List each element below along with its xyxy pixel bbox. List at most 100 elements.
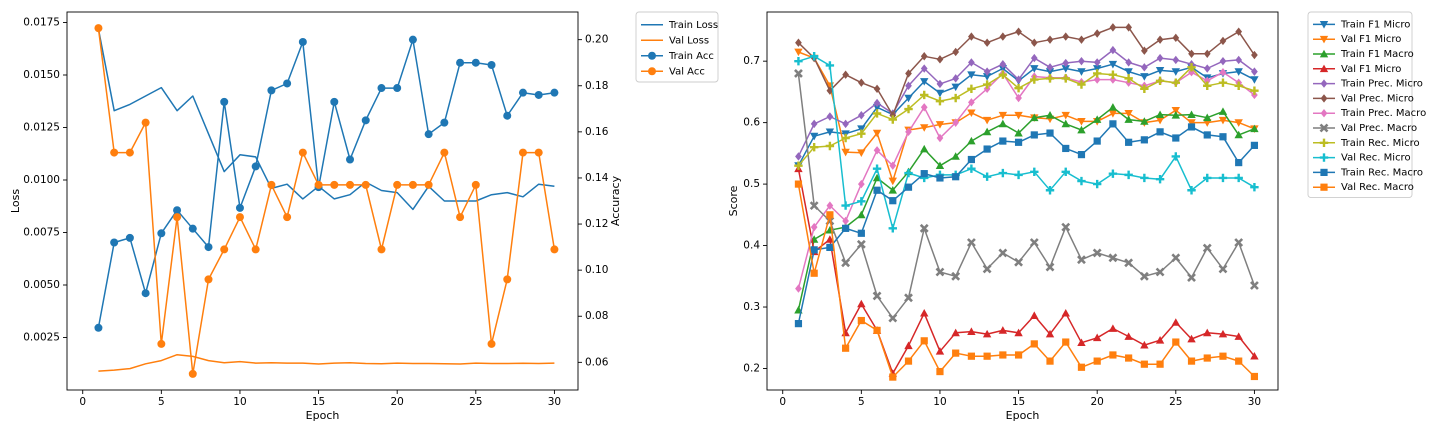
data-point [1029, 238, 1039, 247]
data-point [1234, 173, 1243, 183]
data-point [1093, 137, 1101, 145]
data-point [1203, 64, 1211, 73]
data-point [408, 35, 417, 44]
data-point [936, 55, 944, 64]
data-point [1155, 336, 1165, 344]
data-point [809, 201, 819, 211]
series-line [797, 26, 1256, 117]
data-point [94, 323, 103, 332]
data-point [1203, 113, 1212, 122]
data-point [841, 328, 850, 337]
data-point [1030, 113, 1039, 122]
series-line [797, 123, 1255, 324]
data-point [314, 180, 323, 189]
data-point [1140, 136, 1148, 144]
data-point [1124, 74, 1133, 83]
data-point [1077, 338, 1086, 347]
legend-label: Val Prec. Macro [1341, 123, 1417, 134]
data-point [872, 164, 882, 173]
y2-tick-label: 0.18 [585, 80, 608, 92]
data-point [1030, 167, 1039, 177]
data-point [1250, 76, 1259, 84]
data-point [1202, 243, 1212, 253]
data-point [1093, 58, 1101, 67]
legend-marker [648, 67, 656, 76]
data-point [424, 180, 433, 189]
data-point [267, 86, 276, 95]
data-point [1124, 115, 1133, 123]
data-point [1125, 78, 1132, 87]
data-point [1140, 46, 1148, 55]
data-point [936, 79, 944, 89]
data-point [1030, 65, 1039, 73]
series-line [797, 106, 1255, 311]
data-point [1140, 63, 1148, 72]
data-point [1155, 67, 1165, 75]
data-point [1030, 38, 1038, 47]
data-point [1251, 67, 1258, 76]
data-point [487, 339, 496, 348]
data-point [966, 238, 976, 247]
data-point [794, 48, 803, 57]
data-point [1203, 49, 1211, 58]
data-point [1078, 56, 1085, 66]
data-point [920, 52, 928, 61]
data-point [550, 88, 559, 97]
y-tick-label: 0.0050 [23, 279, 60, 291]
data-point [857, 210, 866, 219]
data-point [267, 180, 276, 189]
data-point [1092, 115, 1102, 123]
data-point [1235, 158, 1243, 167]
data-point [904, 293, 913, 303]
data-point [920, 64, 928, 73]
data-point [1108, 60, 1118, 69]
data-point [456, 213, 465, 222]
data-point [842, 224, 850, 232]
x-axis-label: Epoch [1006, 409, 1040, 422]
x-tick-label: 5 [858, 396, 865, 408]
data-point [1014, 138, 1023, 146]
data-point [1250, 182, 1259, 192]
data-point [1188, 68, 1195, 77]
data-point [825, 235, 835, 243]
data-point [1062, 32, 1070, 41]
data-point [952, 118, 960, 127]
x-tick-label: 25 [469, 396, 482, 408]
data-point [794, 69, 803, 78]
data-point [919, 223, 929, 233]
data-point [1061, 308, 1070, 317]
data-point [1109, 23, 1117, 32]
data-point [346, 180, 355, 189]
data-point [841, 258, 851, 268]
data-point [220, 245, 229, 254]
data-point [920, 78, 929, 86]
data-point [842, 70, 849, 79]
data-point [1046, 63, 1054, 72]
data-point [1077, 125, 1086, 134]
data-point [952, 47, 960, 57]
legend-marker [648, 51, 656, 60]
data-point [125, 233, 134, 242]
data-point [1140, 117, 1149, 125]
data-point [1187, 334, 1196, 343]
data-point [1061, 111, 1070, 120]
data-point [440, 148, 449, 157]
data-point [1155, 174, 1165, 184]
data-point [1124, 258, 1134, 268]
x-tick-label: 0 [79, 396, 86, 408]
data-point [1014, 128, 1023, 137]
data-point [998, 111, 1008, 120]
data-point [1014, 351, 1023, 359]
legend-marker [1319, 35, 1329, 44]
data-point [1250, 141, 1259, 149]
data-point [1218, 107, 1228, 115]
data-point [1077, 363, 1086, 371]
data-point [1155, 76, 1165, 86]
data-point [1171, 253, 1181, 263]
data-point [1092, 69, 1102, 78]
data-point [1030, 131, 1038, 139]
data-point [999, 351, 1007, 359]
data-point [1015, 93, 1022, 103]
data-point [141, 118, 150, 127]
data-point [1108, 110, 1118, 118]
